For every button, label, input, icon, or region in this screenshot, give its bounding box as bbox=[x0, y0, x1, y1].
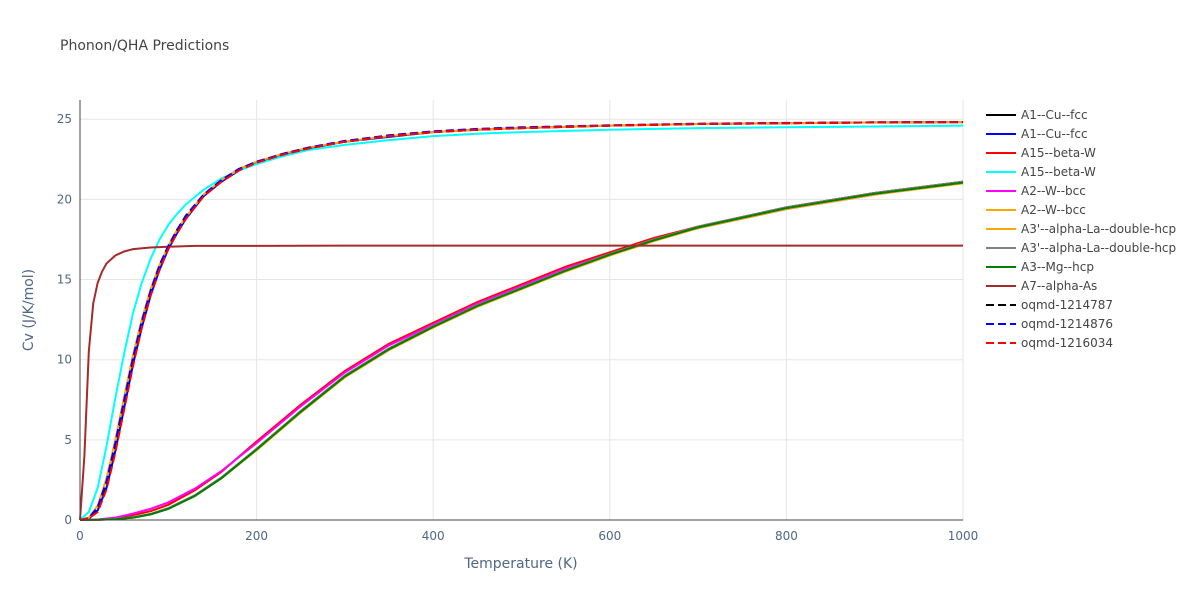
legend-label: A2--W--bcc bbox=[1021, 203, 1086, 217]
x-tick-label: 400 bbox=[422, 529, 445, 543]
x-tick-label: 800 bbox=[775, 529, 798, 543]
legend-label: A3'--alpha-La--double-hcp bbox=[1021, 222, 1176, 236]
legend-label: oqmd-1214787 bbox=[1021, 298, 1113, 312]
series-line-2 bbox=[79, 121, 964, 521]
series-line-4 bbox=[79, 124, 964, 521]
x-tick-label: 1000 bbox=[948, 529, 979, 543]
legend-label: oqmd-1214876 bbox=[1021, 317, 1113, 331]
legend-label: oqmd-1216034 bbox=[1021, 336, 1113, 350]
legend-label: A2--W--bcc bbox=[1021, 184, 1086, 198]
series-line-11 bbox=[79, 121, 964, 521]
series-line-13 bbox=[79, 121, 964, 521]
y-tick-label: 10 bbox=[57, 353, 72, 367]
legend-label: A15--beta-W bbox=[1021, 146, 1096, 160]
y-tick-label: 15 bbox=[57, 273, 72, 287]
x-axis-ticks: 0 200 400 600 800 1000 bbox=[76, 529, 978, 543]
legend-label: A1--Cu--fcc bbox=[1021, 108, 1088, 122]
grid bbox=[80, 100, 964, 520]
series-line-3 bbox=[79, 180, 964, 521]
series-line-12 bbox=[79, 121, 964, 521]
legend-label: A15--beta-W bbox=[1021, 165, 1096, 179]
legend-label: A3'--alpha-La--double-hcp bbox=[1021, 241, 1176, 255]
x-tick-label: 0 bbox=[76, 529, 84, 543]
series-line-8 bbox=[79, 180, 964, 521]
legend-label: A7--alpha-As bbox=[1021, 279, 1097, 293]
y-tick-label: 0 bbox=[64, 513, 72, 527]
series-line-9 bbox=[79, 181, 964, 521]
series-line-7 bbox=[79, 182, 964, 521]
y-tick-label: 5 bbox=[64, 433, 72, 447]
series-layer bbox=[79, 121, 964, 521]
y-axis-title: Cv (J/K/mol) bbox=[21, 269, 37, 351]
chart-title: Phonon/QHA Predictions bbox=[60, 38, 229, 54]
x-axis-title: Temperature (K) bbox=[463, 556, 577, 572]
legend: A1--Cu--fcc A1--Cu--fcc A15--beta-W A15--be… bbox=[986, 108, 1176, 350]
x-tick-label: 200 bbox=[245, 529, 268, 543]
y-tick-label: 25 bbox=[57, 112, 72, 126]
y-axis-ticks: 0 5 10 15 20 25 bbox=[57, 112, 72, 527]
legend-label: A1--Cu--fcc bbox=[1021, 127, 1088, 141]
y-tick-label: 20 bbox=[57, 192, 72, 206]
legend-label: A3--Mg--hcp bbox=[1021, 260, 1094, 274]
series-line-1 bbox=[79, 180, 964, 521]
x-tick-label: 600 bbox=[598, 529, 621, 543]
series-line-5 bbox=[79, 181, 964, 521]
series-line-6 bbox=[79, 121, 964, 521]
